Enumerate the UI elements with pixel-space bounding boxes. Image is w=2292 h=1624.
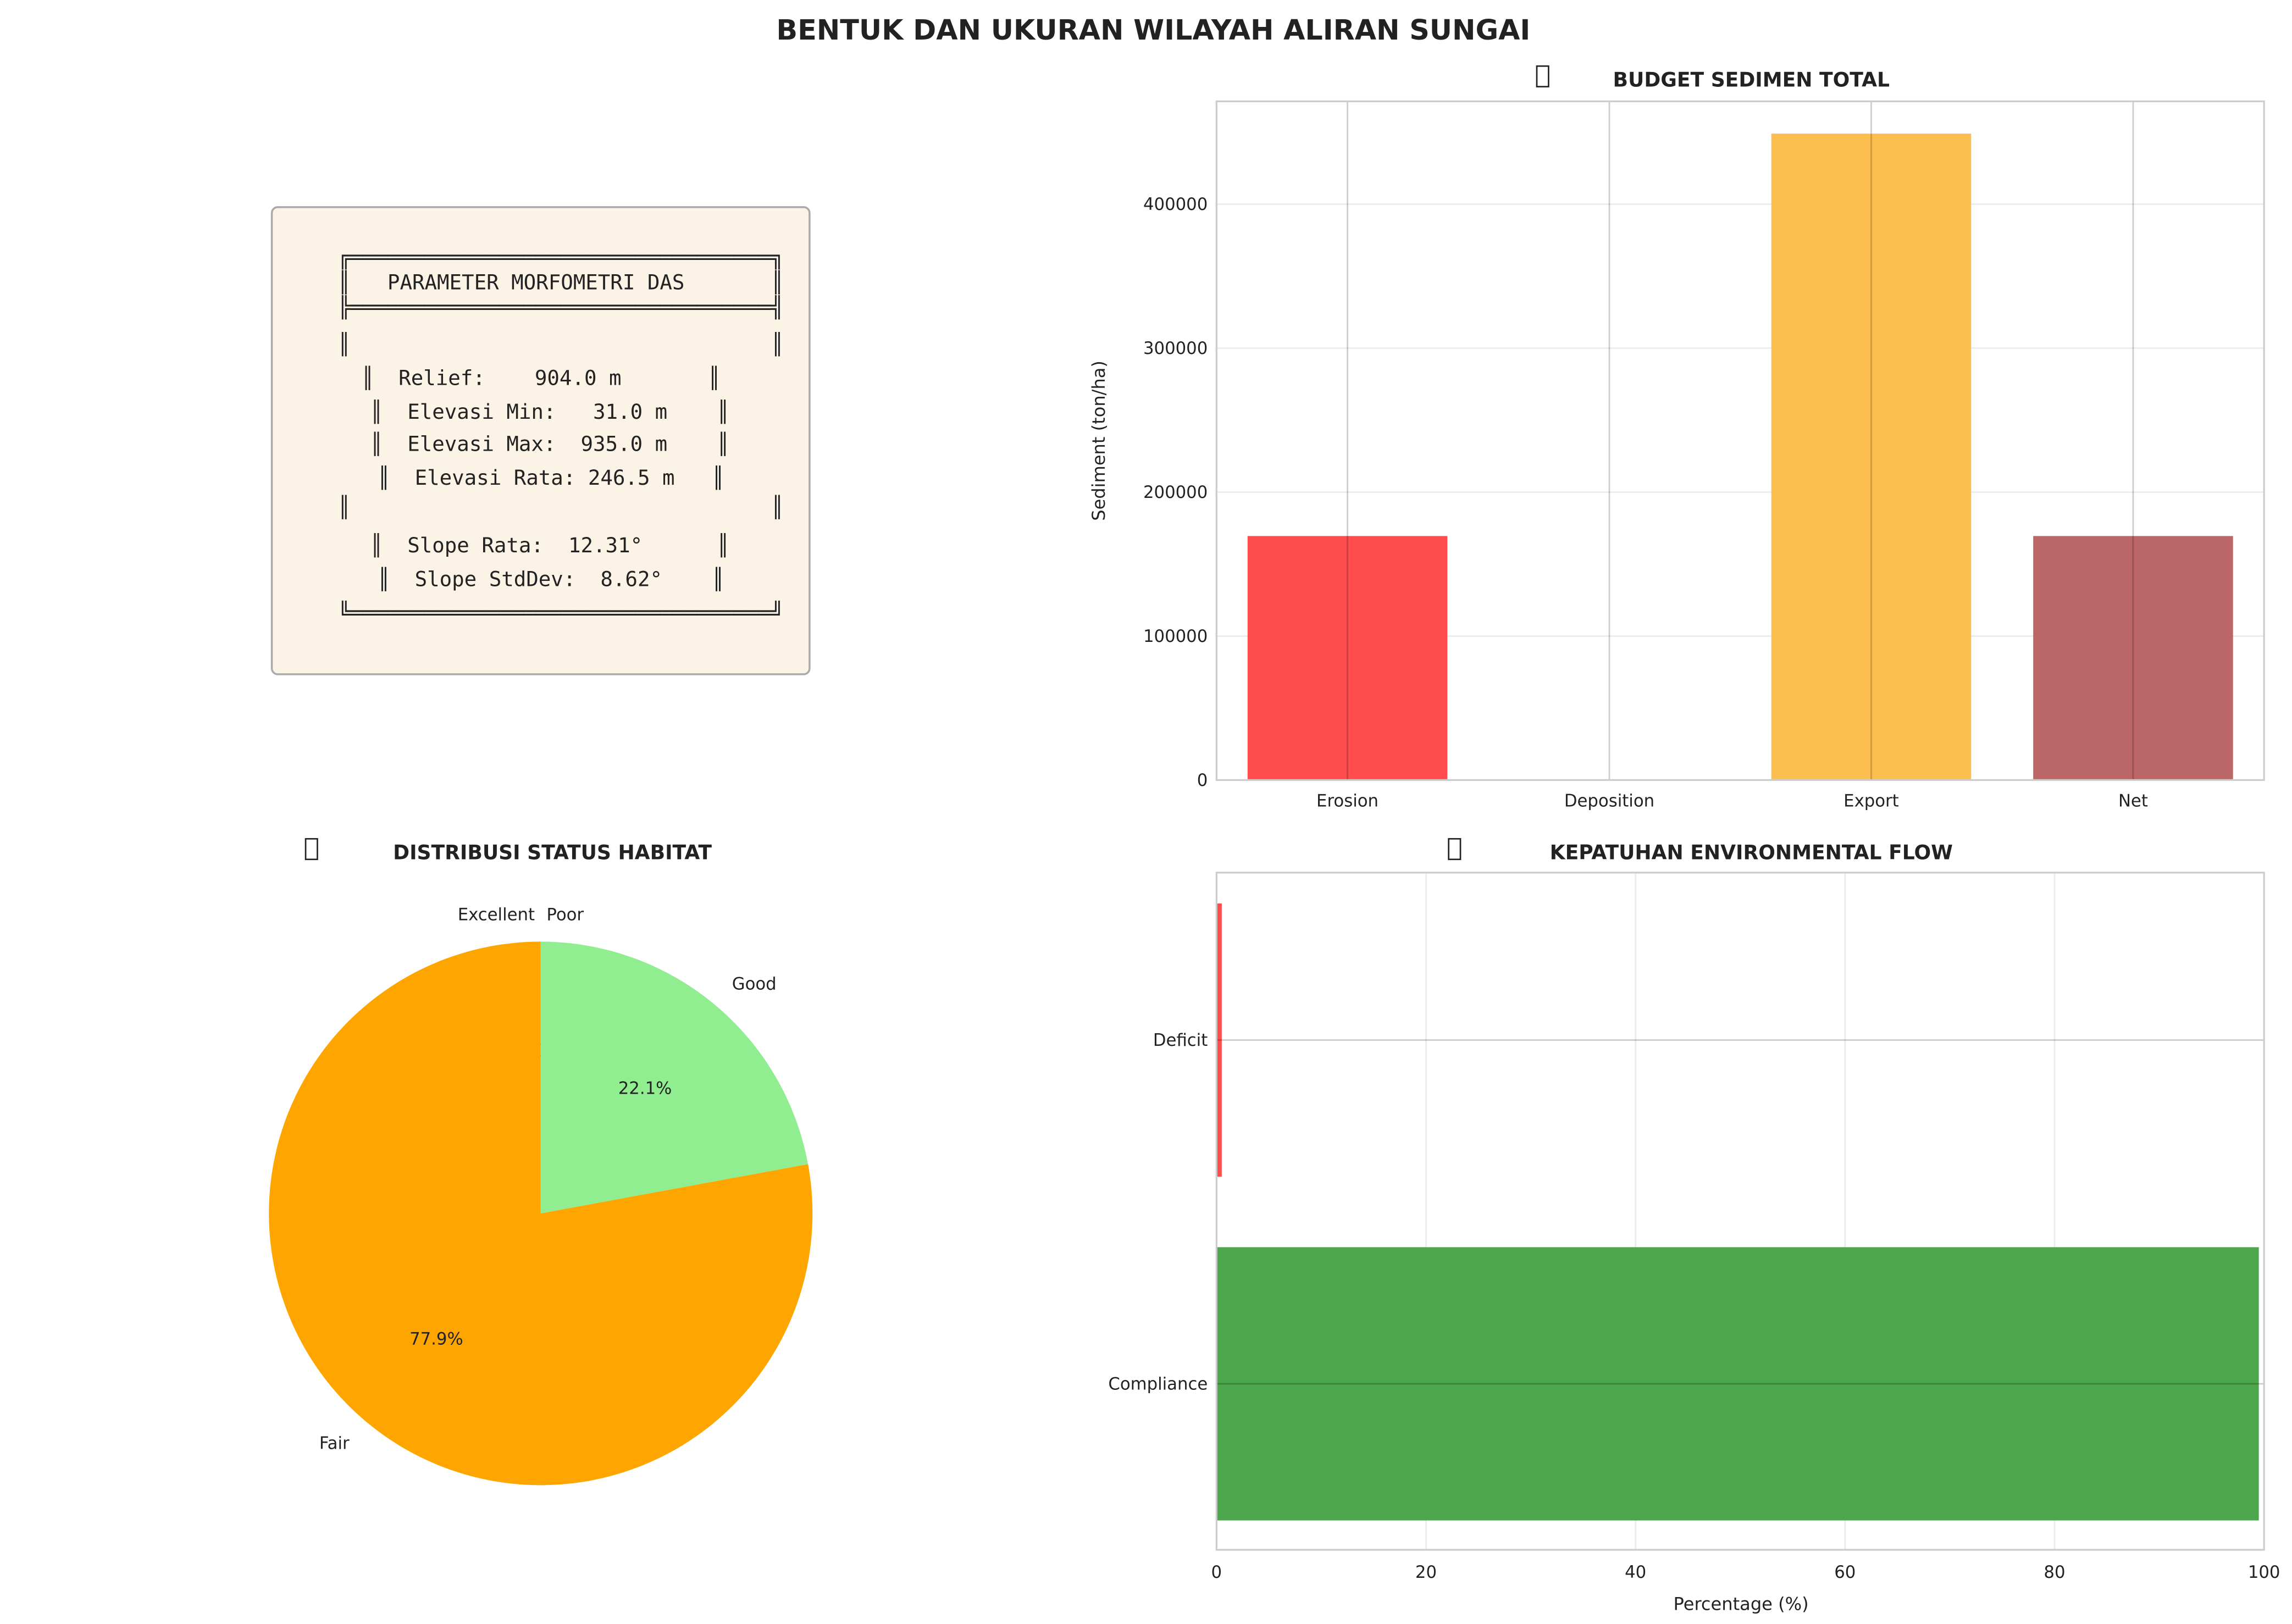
pie-pct-label: 77.9% bbox=[409, 1329, 463, 1349]
x-tick-label: Deposition bbox=[1564, 791, 1654, 811]
info-box-background bbox=[270, 206, 811, 675]
info-line: ╠══════════════════════════════════╣ bbox=[338, 295, 784, 320]
pie-slice-fair bbox=[269, 941, 813, 1486]
info-line: ╔══════════════════════════════════╗ bbox=[338, 245, 784, 270]
info-line: ╚══════════════════════════════════╝ bbox=[338, 601, 784, 625]
info-line: ║ Elevasi Max: 935.0 m ║ bbox=[370, 431, 729, 457]
y-tick-label: Compliance bbox=[1108, 1374, 1208, 1394]
tofu-icon bbox=[1536, 65, 1549, 88]
tofu-icon bbox=[305, 838, 318, 861]
info-line: ║ Slope Rata: 12.31° ║ bbox=[370, 533, 729, 558]
x-tick-label: 100 bbox=[2248, 1562, 2280, 1582]
x-tick-label: 80 bbox=[2044, 1562, 2065, 1582]
info-line: ║ ║ bbox=[338, 495, 784, 520]
axes-frame bbox=[1215, 872, 2265, 1551]
sediment-budget-chart: BUDGET SEDIMEN TOTAL 0 100000 200000 300000… bbox=[1088, 65, 2265, 811]
info-line: ║ PARAMETER MORFOMETRI DAS ║ bbox=[338, 270, 784, 295]
x-tick-label: Erosion bbox=[1316, 791, 1378, 811]
y-tick-label: 100000 bbox=[1143, 627, 1208, 646]
bar-compliance bbox=[1216, 1247, 2259, 1521]
y-tick-label: 0 bbox=[1197, 771, 1208, 790]
x-tick-label: 60 bbox=[1834, 1562, 1856, 1582]
x-axis-label: Percentage (%) bbox=[1674, 1594, 1809, 1615]
y-tick-label: Deficit bbox=[1153, 1030, 1208, 1050]
habitat-pie-chart: DISTRIBUSI STATUS HABITAT Excellent0.0%G… bbox=[269, 838, 813, 1486]
chart-title: BUDGET SEDIMEN TOTAL bbox=[1613, 69, 1890, 92]
info-line: ║ Slope StdDev: 8.62° ║ bbox=[378, 567, 724, 592]
y-axis-label: Sediment (ton/ha) bbox=[1088, 361, 1109, 521]
pie-label: Fair bbox=[319, 1434, 350, 1454]
tofu-icon bbox=[1448, 838, 1461, 861]
pie-slice-good bbox=[540, 941, 809, 1213]
y-tick-label: 300000 bbox=[1143, 339, 1208, 358]
pie-pct-label: 22.1% bbox=[618, 1079, 672, 1099]
chart-title: KEPATUHAN ENVIRONMENTAL FLOW bbox=[1550, 841, 1953, 864]
x-tick-label: 0 bbox=[1211, 1562, 1222, 1582]
info-line: ║ Elevasi Rata: 246.5 m ║ bbox=[378, 465, 724, 490]
x-tick-label: 40 bbox=[1625, 1562, 1646, 1582]
figure-title: BENTUK DAN UKURAN WILAYAH ALIRAN SUNGAI bbox=[776, 14, 1530, 46]
bar-net bbox=[2033, 536, 2233, 780]
bar-export bbox=[1771, 134, 1972, 780]
y-tick-label: 400000 bbox=[1143, 195, 1208, 214]
eflow-compliance-chart: KEPATUHAN ENVIRONMENTAL FLOW 0 20 40 60 80 10… bbox=[1108, 838, 2280, 1615]
chart-title: DISTRIBUSI STATUS HABITAT bbox=[393, 841, 712, 864]
y-tick-label: 200000 bbox=[1143, 483, 1208, 502]
axes-frame bbox=[1215, 100, 2265, 781]
pie-label: Poor bbox=[546, 905, 584, 925]
x-tick-label: Net bbox=[2118, 791, 2148, 811]
pie-label: Excellent bbox=[458, 905, 535, 925]
pie-label: Good bbox=[732, 974, 777, 994]
info-line: ║ Relief: 904.0 m ║ bbox=[362, 365, 721, 390]
x-tick-label: 20 bbox=[1415, 1562, 1437, 1582]
morphometry-info-box: ╔══════════════════════════════════╗║ PA… bbox=[270, 206, 811, 675]
bar-deficit bbox=[1216, 903, 1222, 1177]
x-tick-label: Export bbox=[1843, 791, 1899, 811]
info-line: ║ Elevasi Min: 31.0 m ║ bbox=[370, 399, 729, 424]
bar-erosion bbox=[1247, 536, 1448, 780]
info-line: ║ ║ bbox=[338, 331, 784, 357]
